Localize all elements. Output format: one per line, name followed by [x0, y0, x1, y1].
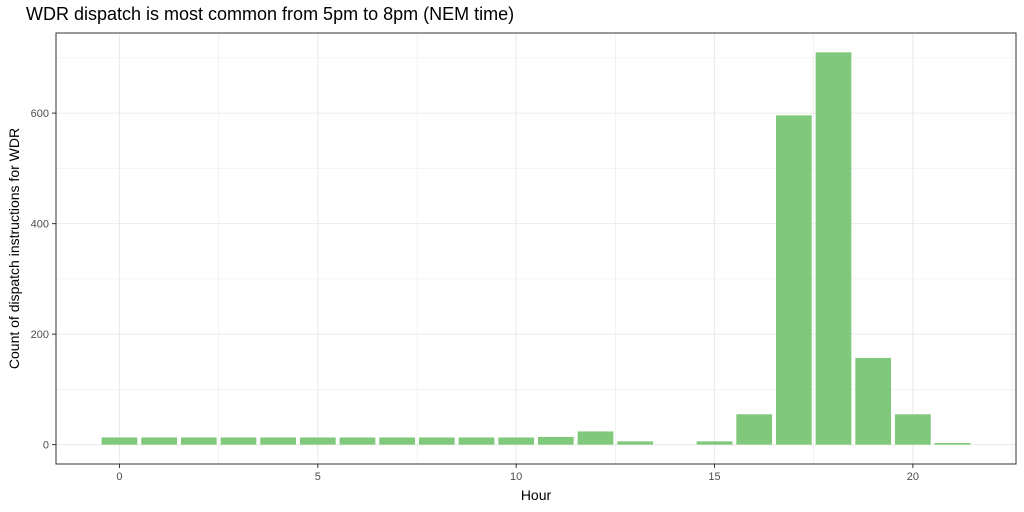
- y-tick-label: 400: [31, 219, 49, 231]
- minor-gridlines: [56, 33, 1016, 464]
- x-tick-label: 20: [907, 471, 919, 483]
- bar-hour-4: [260, 437, 296, 445]
- bar-hour-3: [220, 437, 257, 445]
- y-tick-label: 200: [31, 329, 49, 341]
- bar-hour-7: [379, 437, 416, 445]
- bar-hour-17: [776, 115, 812, 445]
- bar-hour-15: [696, 441, 733, 445]
- y-tick-label: 600: [31, 108, 49, 120]
- x-axis-ticks: 0 5 10 15 20: [116, 464, 919, 483]
- y-axis-ticks: 0 200 400 600: [31, 108, 56, 452]
- bar-hour-19: [855, 357, 892, 445]
- bar-hour-0: [101, 437, 138, 445]
- x-tick-label: 5: [315, 471, 321, 483]
- bar-hour-16: [736, 414, 773, 445]
- x-tick-label: 10: [510, 471, 522, 483]
- bar-hour-5: [299, 437, 336, 445]
- chart-title: WDR dispatch is most common from 5pm to …: [26, 4, 515, 24]
- panel-border: [55, 32, 1017, 465]
- bar-hour-8: [418, 437, 455, 445]
- bars: [101, 52, 971, 445]
- y-tick-label: 0: [43, 440, 49, 452]
- bar-hour-10: [498, 437, 535, 445]
- bar-hour-21: [934, 443, 971, 445]
- bar-hour-12: [577, 431, 614, 445]
- bar-hour-11: [537, 436, 574, 445]
- x-axis-title: Hour: [521, 487, 552, 503]
- x-tick-label: 0: [116, 471, 122, 483]
- bar-hour-9: [458, 437, 495, 445]
- bar-hour-13: [617, 441, 654, 445]
- y-axis-title: Count of dispatch instructions for WDR: [6, 128, 22, 369]
- x-tick-label: 15: [708, 471, 720, 483]
- bar-hour-20: [895, 414, 931, 445]
- bar-hour-18: [815, 52, 852, 445]
- bar-hour-2: [180, 437, 217, 445]
- bar-hour-6: [339, 437, 376, 445]
- bar-hour-1: [141, 437, 177, 445]
